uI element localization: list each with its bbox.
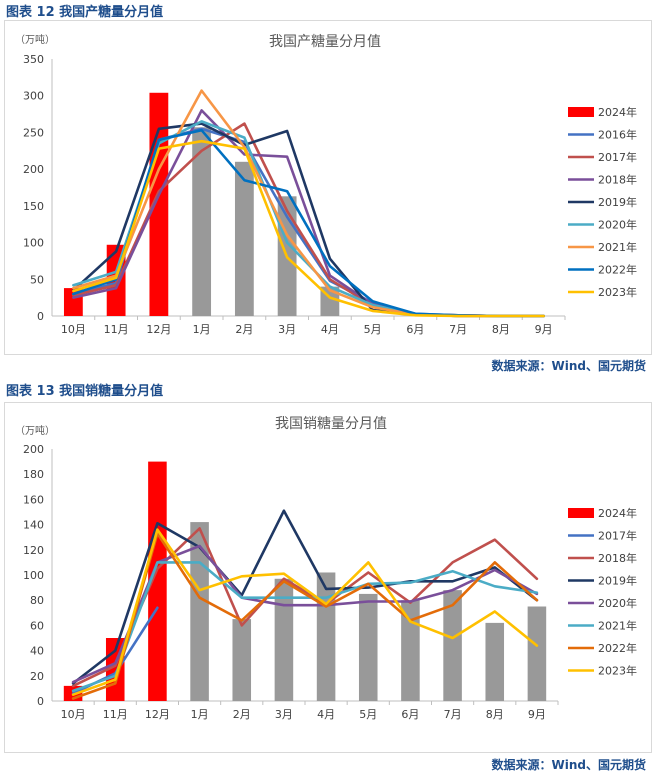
legend-label: 2017年 [598,529,637,543]
y-tick-label: 120 [23,544,44,557]
legend-label: 2018年 [598,173,637,187]
chart-title: 我国产糖量分月值 [269,34,381,50]
legend-label: 2017年 [598,150,637,164]
legend-label: 2024年 [598,506,637,520]
source-note-1: 数据来源：Wind、国元期货 [491,359,646,373]
x-tick-label: 12月 [145,708,170,721]
legend-swatch [568,508,594,518]
y-tick-label: 150 [23,200,44,213]
y-tick-label: 60 [30,619,44,632]
y-tick-label: 300 [23,90,44,103]
legend-label: 2021年 [598,240,637,254]
y-tick-label: 80 [30,594,44,607]
bar-2024年 [401,600,420,701]
legend-label: 2020年 [598,218,637,232]
x-tick-label: 9月 [535,323,553,336]
chart-panel-sugar-production: 我国产糖量分月值 （万吨） 0 50 100 150 200 250 300 350 10月 11月 1… [4,20,652,355]
x-tick-label: 12月 [146,323,171,336]
bar-2024年 [485,622,505,701]
x-tick-label: 10月 [61,323,86,336]
chart-title: 我国销糖量分月值 [275,416,387,432]
legend-label: 2019年 [598,195,637,209]
x-tick-label: 2月 [235,323,253,336]
series-line-2022年 [71,532,539,700]
x-tick-label: 3月 [278,323,296,336]
source-note-2: 数据来源：Wind、国元期货 [491,758,646,772]
series-line-2019年 [71,509,539,685]
x-tick-label: 4月 [321,323,339,336]
x-tick-label: 8月 [492,323,510,336]
y-tick-label: 50 [30,273,44,286]
x-tick-label: 2月 [233,708,251,721]
legend-label: 2022年 [598,263,637,277]
sugar-production-chart: 我国产糖量分月值 （万吨） 0 50 100 150 200 250 300 350 10月 11月 1… [15,33,637,336]
figure-caption-12: 图表 12 我国产糖量分月值 [6,5,164,20]
x-tick-label: 8月 [486,708,504,721]
x-tick-label: 11月 [103,708,128,721]
y-tick-label: 100 [23,569,44,582]
legend-label: 2023年 [598,664,637,678]
bar-2024年 [234,161,254,316]
y-tick-label: 250 [23,126,44,139]
x-tick-label: 7月 [444,708,462,721]
bar-2024年 [316,572,336,701]
y-tick-label: 160 [23,493,44,506]
bar-2024年 [527,606,547,701]
y-tick-label: 0 [37,695,44,708]
bar-2024年 [232,619,252,701]
x-tick-label: 4月 [317,708,335,721]
y-tick-label: 0 [37,310,44,323]
legend-label: 2019年 [598,574,637,588]
x-tick-label: 11月 [104,323,129,336]
y-tick-label: 350 [23,53,44,66]
x-tick-label: 7月 [449,323,467,336]
bar-2024年 [148,461,167,701]
x-tick-label: 9月 [528,708,546,721]
series-line-2023年 [72,139,545,318]
x-tick-label: 1月 [193,323,211,336]
x-tick-label: 6月 [406,323,424,336]
sugar-sales-chart: 我国销糖量分月值 （万吨） 0 20 40 60 80 100 120 140 160 180 200 1… [15,416,637,721]
legend-label: 2023年 [598,285,637,299]
x-tick-label: 6月 [401,708,419,721]
x-tick-label: 5月 [359,708,377,721]
x-tick-label: 10月 [61,708,86,721]
x-tick-label: 3月 [275,708,293,721]
x-tick-label: 5月 [364,323,382,336]
y-tick-label: 140 [23,519,44,532]
legend-swatch [568,107,594,117]
y-axis-unit-label: （万吨） [15,424,55,437]
legend-label: 2021年 [598,619,637,633]
bar-2024年 [274,578,294,701]
legend-label: 2018年 [598,551,637,565]
x-tick-label: 1月 [191,708,209,721]
y-tick-label: 20 [30,670,44,683]
y-tick-label: 100 [23,237,44,250]
y-tick-label: 200 [23,443,44,456]
legend-label: 2016年 [598,128,637,142]
y-tick-label: 200 [23,163,44,176]
legend-label: 2020年 [598,596,637,610]
series-line-2023年 [71,528,539,696]
bar-2024年 [192,127,212,316]
bar-2024年 [443,590,462,701]
chart-panel-sugar-sales: 我国销糖量分月值 （万吨） 0 20 40 60 80 100 120 140 160 180 200 1… [4,402,652,753]
y-tick-label: 40 [30,645,44,658]
series-line-2018年 [72,109,545,318]
bar-2024年 [358,593,378,701]
legend-label: 2022年 [598,641,637,655]
y-tick-label: 180 [23,468,44,481]
legend-label: 2024年 [598,105,637,119]
series-line-2021年 [72,89,545,318]
y-axis-unit-label: （万吨） [15,33,55,46]
series-line-2021年 [71,561,539,693]
figure-caption-13: 图表 13 我国销糖量分月值 [6,384,164,399]
